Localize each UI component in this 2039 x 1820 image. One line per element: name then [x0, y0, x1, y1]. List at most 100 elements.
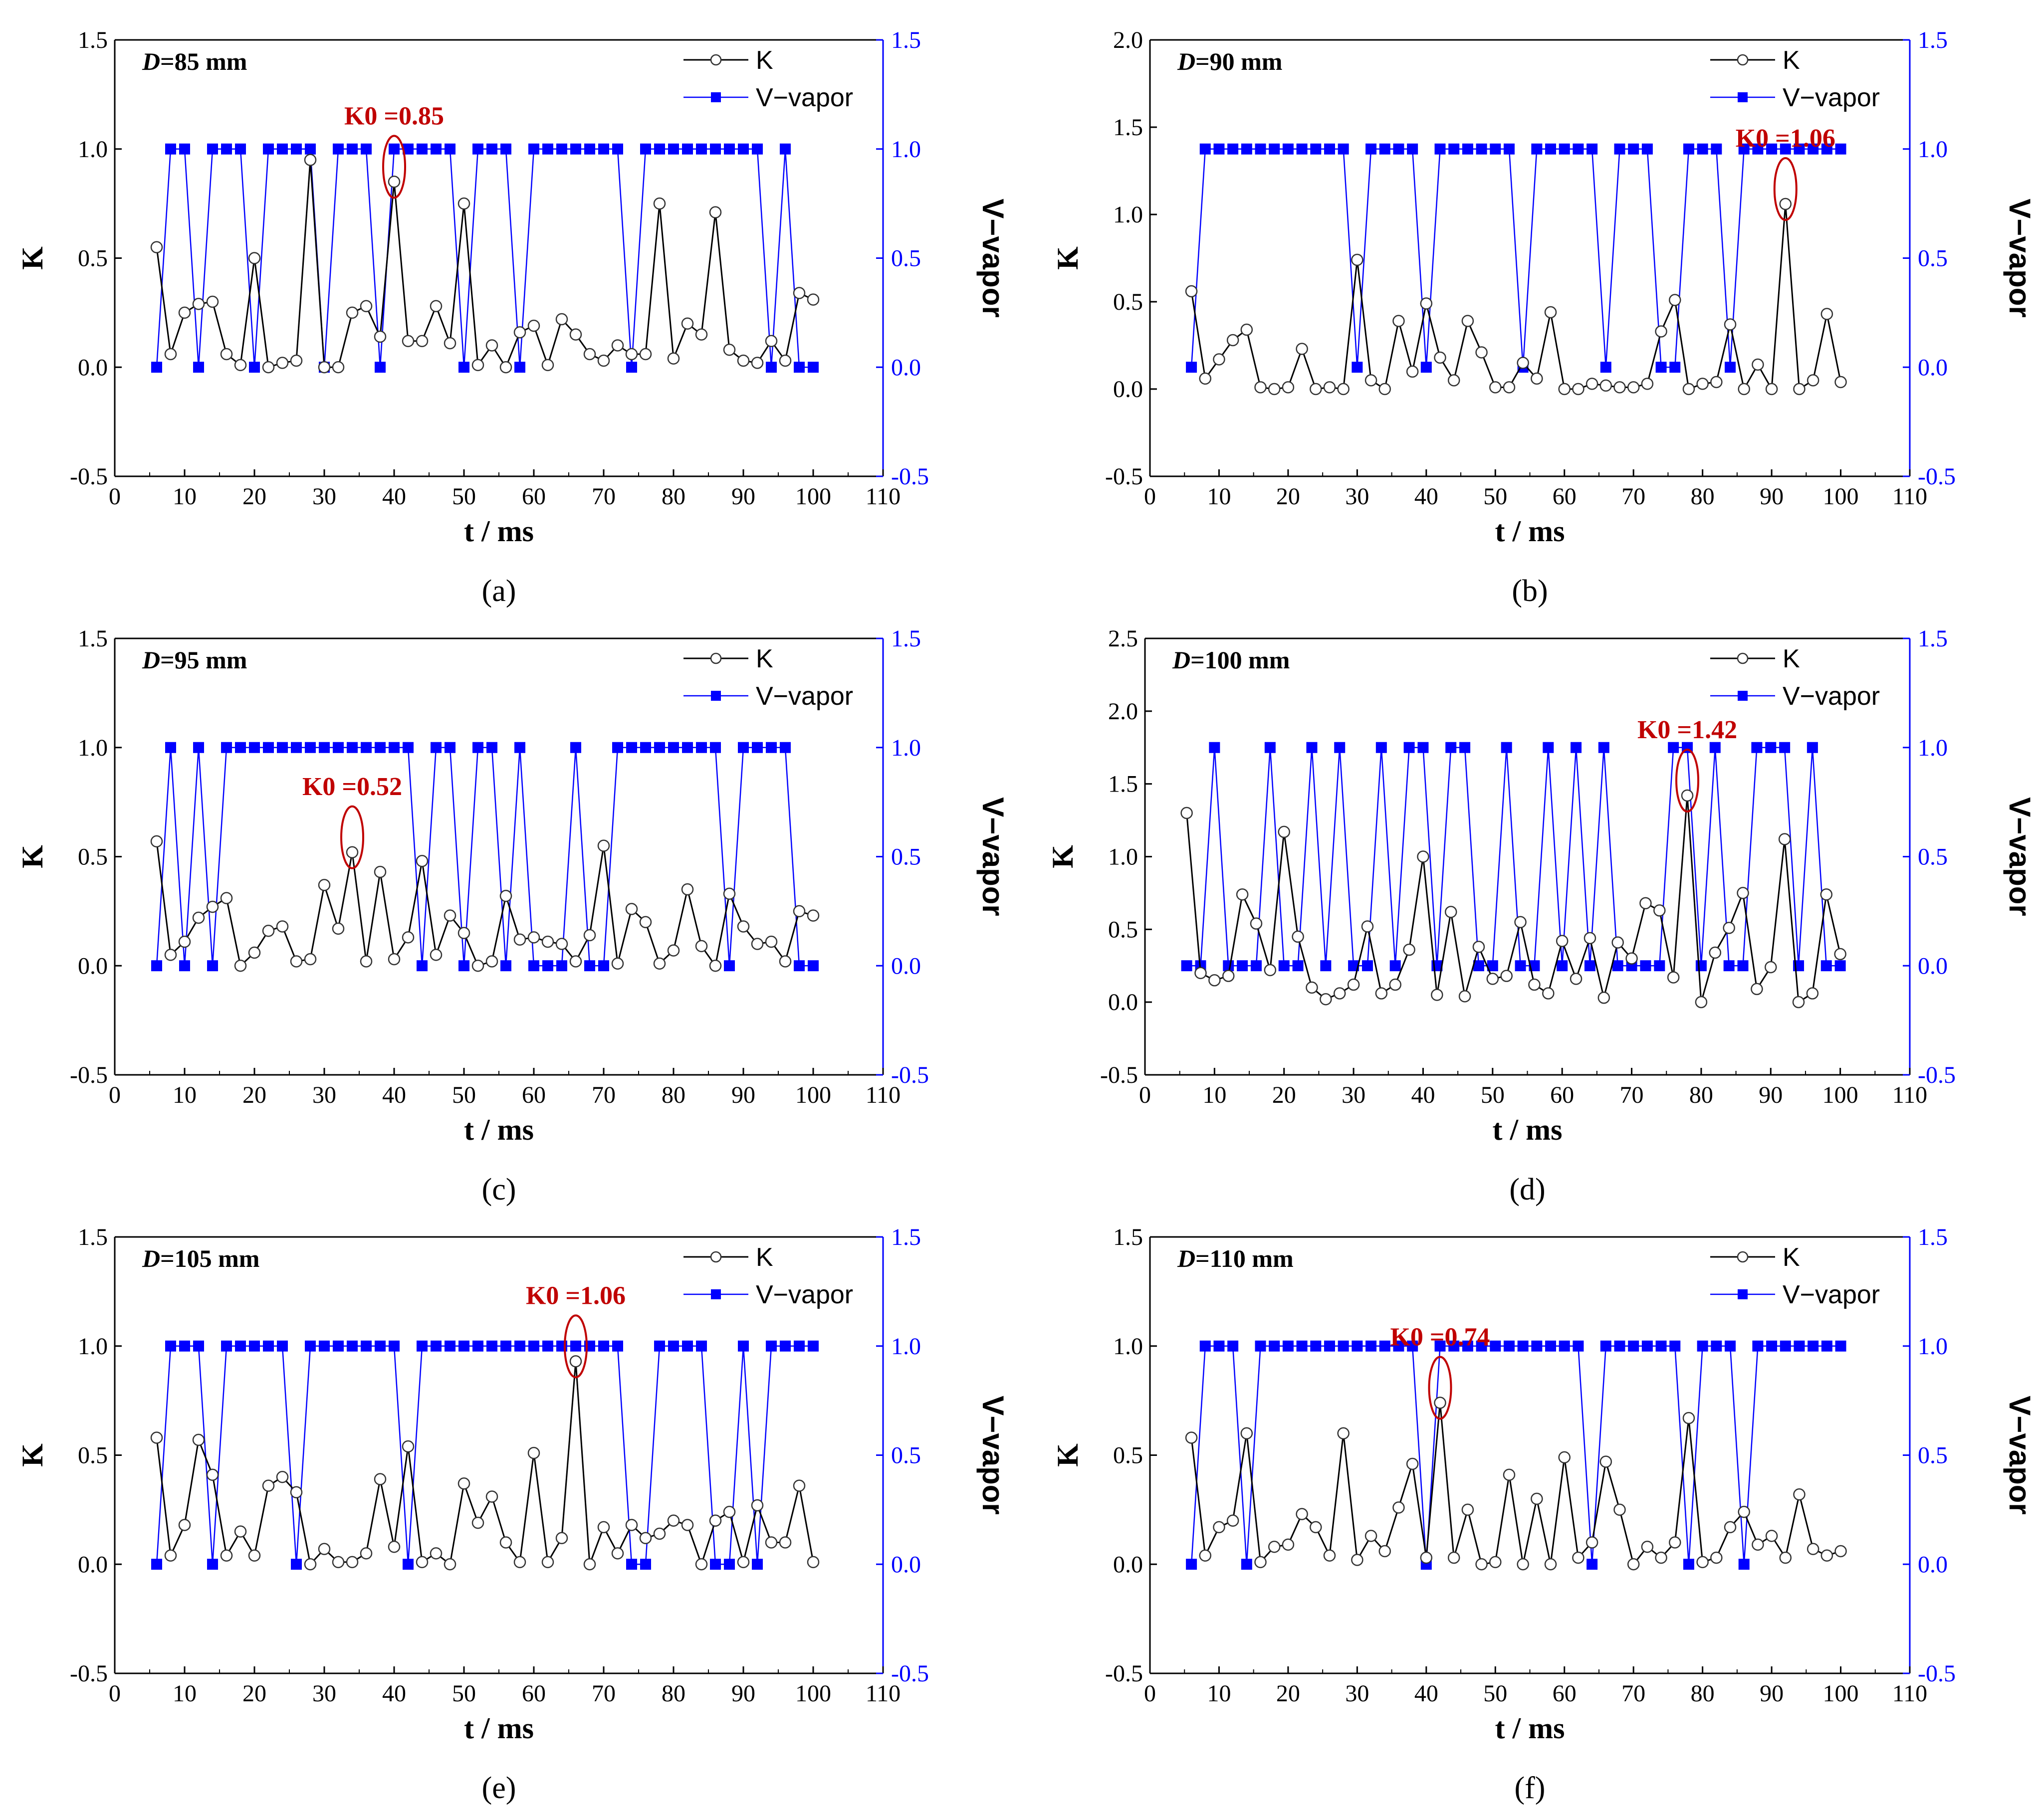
y-axis-label: K: [1051, 246, 1084, 270]
v-vapor-point: [724, 1559, 735, 1570]
y2-tick-label: 1.0: [1918, 735, 1948, 761]
v-vapor-point: [375, 362, 386, 373]
v-vapor-point: [668, 1340, 679, 1352]
legend-k-label: K: [1783, 644, 1800, 673]
v-vapor-point: [584, 143, 595, 155]
v-vapor-point: [1738, 143, 1750, 155]
v-vapor-point: [738, 143, 749, 155]
k-point: [1240, 323, 1253, 336]
k-point: [1213, 353, 1225, 366]
k-point: [192, 911, 205, 924]
k-point: [388, 176, 401, 188]
x-tick-label: 50: [1481, 1082, 1505, 1108]
k-point: [402, 931, 415, 944]
k-point: [1199, 1549, 1212, 1562]
panel-title: D=100 mm: [1172, 646, 1290, 674]
v-vapor-point: [1600, 1340, 1611, 1352]
x-tick-label: 100: [795, 483, 831, 510]
k-point: [444, 909, 456, 922]
v-vapor-point: [1709, 742, 1721, 753]
v-vapor-point: [1586, 1559, 1598, 1570]
x-tick-label: 110: [866, 1680, 901, 1707]
k-point: [555, 313, 568, 326]
k-point: [1447, 1551, 1460, 1564]
v-vapor-point: [1780, 1340, 1791, 1352]
k-point: [1222, 970, 1235, 982]
legend-k-label: K: [1783, 46, 1800, 75]
y-tick-label: -0.5: [70, 1062, 108, 1088]
k-point: [667, 944, 680, 957]
k-point: [1361, 920, 1374, 933]
v-vapor-point: [389, 1340, 400, 1352]
k-point: [318, 361, 331, 374]
v-vapor-point: [1352, 1340, 1363, 1352]
v-vapor-point: [1296, 1340, 1308, 1352]
k-point: [388, 1541, 401, 1553]
v-vapor-point: [207, 1559, 218, 1570]
chart-panel-2: 0 10 20 30 40 50 60 70 80 90 100 110-0.50.00.51.01.…: [1051, 27, 2037, 608]
k-point: [1199, 372, 1212, 385]
v-vapor-point: [472, 1340, 483, 1352]
k-point: [793, 1479, 806, 1492]
v-vapor-point: [1186, 1559, 1197, 1570]
k-point: [374, 1473, 387, 1485]
k-point: [1751, 983, 1763, 996]
k-point: [751, 1499, 764, 1512]
v-vapor-point: [640, 143, 651, 155]
peak-highlight-ellipse: [564, 1314, 588, 1379]
v-vapor-point: [458, 362, 469, 373]
k-point: [1458, 990, 1471, 1003]
k-point: [1351, 1554, 1363, 1566]
peak-highlight-ellipse: [340, 805, 364, 869]
v-vapor-point: [1379, 1340, 1390, 1352]
k-point: [234, 1525, 247, 1538]
k-point: [485, 955, 498, 968]
x-tick-label: 60: [522, 1680, 546, 1707]
k-point: [1599, 1455, 1612, 1468]
k-point: [471, 960, 484, 972]
k-point: [779, 1536, 792, 1549]
k-point: [499, 361, 512, 374]
x-tick-label: 40: [382, 483, 406, 510]
x-tick-label: 20: [1276, 483, 1300, 510]
x-tick-label: 110: [1892, 1082, 1927, 1108]
k-point: [318, 1543, 331, 1555]
k-point: [681, 1519, 694, 1531]
x-tick-label: 60: [522, 483, 546, 510]
v-vapor-point: [556, 960, 567, 972]
x-tick-label: 20: [242, 1082, 266, 1108]
v-vapor-point: [1476, 143, 1487, 155]
y2-axis-label: V−vapor: [2003, 1396, 2037, 1514]
k-point: [290, 354, 303, 367]
v-vapor-point: [780, 143, 791, 155]
v-vapor-point: [1264, 742, 1276, 753]
k-point: [332, 922, 345, 935]
k-point: [332, 361, 345, 374]
k-point: [346, 1556, 359, 1569]
k-point: [360, 1547, 373, 1560]
v-vapor-point: [1835, 1340, 1846, 1352]
v-vapor-point: [445, 143, 455, 155]
k-point: [388, 953, 401, 966]
y2-tick-label: -0.5: [1918, 1660, 1956, 1687]
v-vapor-point: [1459, 742, 1471, 753]
k-point: [1710, 376, 1723, 389]
k-point: [737, 354, 750, 367]
y2-tick-label: 1.5: [1918, 1224, 1948, 1250]
k-point: [164, 1549, 177, 1562]
k-point: [1807, 374, 1819, 387]
panel-title: D=90 mm: [1177, 47, 1282, 75]
x-tick-label: 90: [731, 1680, 755, 1707]
y2-axis-label: V−vapor: [976, 199, 1010, 317]
y-tick-label: 0.0: [78, 953, 108, 979]
v-vapor-point: [1365, 1340, 1377, 1352]
v-vapor-point: [263, 1340, 274, 1352]
v-vapor-point: [1476, 1340, 1487, 1352]
v-vapor-series-line: [1190, 1345, 1841, 1565]
k-point: [653, 197, 666, 210]
k-point: [485, 339, 498, 352]
v-vapor-point: [1517, 1340, 1529, 1352]
legend-v-marker: [711, 1289, 721, 1299]
v-vapor-point: [1725, 362, 1736, 373]
k-point: [667, 352, 680, 365]
